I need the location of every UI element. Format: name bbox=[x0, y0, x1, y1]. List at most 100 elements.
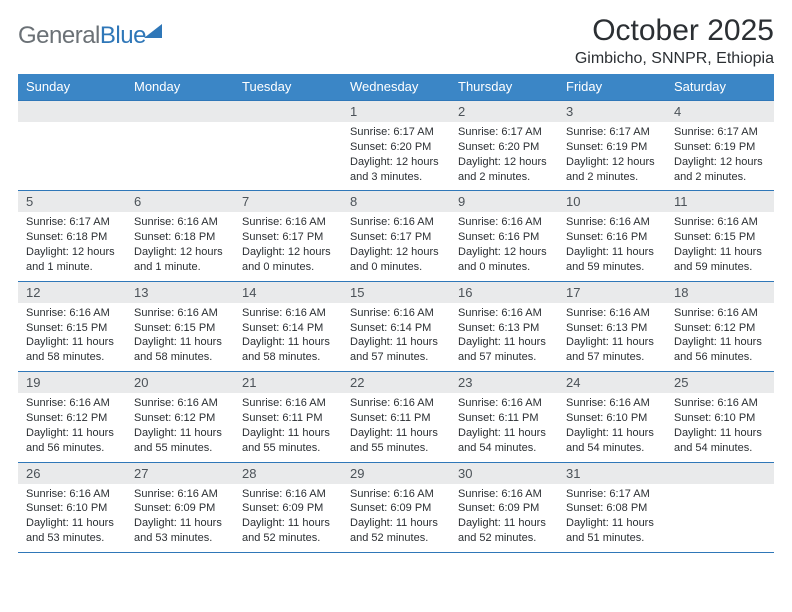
daylight-text: Daylight: 11 hours and 56 minutes. bbox=[674, 335, 768, 365]
day-number: 2 bbox=[450, 101, 558, 122]
day-details: Sunrise: 6:16 AMSunset: 6:16 PMDaylight:… bbox=[450, 212, 558, 280]
day-header: Saturday bbox=[666, 74, 774, 101]
day-cell: 29Sunrise: 6:16 AMSunset: 6:09 PMDayligh… bbox=[342, 462, 450, 552]
day-cell: 23Sunrise: 6:16 AMSunset: 6:11 PMDayligh… bbox=[450, 372, 558, 462]
day-cell: 15Sunrise: 6:16 AMSunset: 6:14 PMDayligh… bbox=[342, 281, 450, 371]
sunrise-text: Sunrise: 6:16 AM bbox=[458, 215, 552, 230]
day-details: Sunrise: 6:16 AMSunset: 6:11 PMDaylight:… bbox=[450, 393, 558, 461]
day-details: Sunrise: 6:17 AMSunset: 6:20 PMDaylight:… bbox=[342, 122, 450, 190]
day-number: 19 bbox=[18, 372, 126, 393]
day-number bbox=[666, 463, 774, 484]
sunset-text: Sunset: 6:08 PM bbox=[566, 501, 660, 516]
week-row: 12Sunrise: 6:16 AMSunset: 6:15 PMDayligh… bbox=[18, 281, 774, 371]
sunset-text: Sunset: 6:11 PM bbox=[350, 411, 444, 426]
daylight-text: Daylight: 12 hours and 2 minutes. bbox=[458, 155, 552, 185]
day-number: 16 bbox=[450, 282, 558, 303]
title-block: October 2025 Gimbicho, SNNPR, Ethiopia bbox=[575, 14, 774, 68]
daylight-text: Daylight: 11 hours and 55 minutes. bbox=[134, 426, 228, 456]
sunrise-text: Sunrise: 6:16 AM bbox=[566, 215, 660, 230]
daylight-text: Daylight: 11 hours and 58 minutes. bbox=[134, 335, 228, 365]
day-number: 30 bbox=[450, 463, 558, 484]
week-row: 19Sunrise: 6:16 AMSunset: 6:12 PMDayligh… bbox=[18, 372, 774, 462]
day-number: 5 bbox=[18, 191, 126, 212]
sunrise-text: Sunrise: 6:16 AM bbox=[458, 487, 552, 502]
day-number: 4 bbox=[666, 101, 774, 122]
sunrise-text: Sunrise: 6:16 AM bbox=[242, 215, 336, 230]
sunset-text: Sunset: 6:12 PM bbox=[26, 411, 120, 426]
day-number: 8 bbox=[342, 191, 450, 212]
sunset-text: Sunset: 6:09 PM bbox=[242, 501, 336, 516]
day-details bbox=[666, 484, 774, 546]
sunset-text: Sunset: 6:17 PM bbox=[242, 230, 336, 245]
day-cell: 12Sunrise: 6:16 AMSunset: 6:15 PMDayligh… bbox=[18, 281, 126, 371]
sunset-text: Sunset: 6:14 PM bbox=[350, 321, 444, 336]
sunrise-text: Sunrise: 6:16 AM bbox=[134, 215, 228, 230]
sunrise-text: Sunrise: 6:17 AM bbox=[566, 125, 660, 140]
sunset-text: Sunset: 6:09 PM bbox=[134, 501, 228, 516]
daylight-text: Daylight: 11 hours and 58 minutes. bbox=[242, 335, 336, 365]
sunset-text: Sunset: 6:11 PM bbox=[242, 411, 336, 426]
day-number: 12 bbox=[18, 282, 126, 303]
day-number: 3 bbox=[558, 101, 666, 122]
page-header: GeneralBlue October 2025 Gimbicho, SNNPR… bbox=[18, 14, 774, 68]
sunset-text: Sunset: 6:09 PM bbox=[458, 501, 552, 516]
sunrise-text: Sunrise: 6:16 AM bbox=[458, 396, 552, 411]
day-number: 25 bbox=[666, 372, 774, 393]
sunset-text: Sunset: 6:11 PM bbox=[458, 411, 552, 426]
day-details: Sunrise: 6:16 AMSunset: 6:10 PMDaylight:… bbox=[666, 393, 774, 461]
sunrise-text: Sunrise: 6:16 AM bbox=[134, 396, 228, 411]
day-details: Sunrise: 6:16 AMSunset: 6:12 PMDaylight:… bbox=[18, 393, 126, 461]
brand-logo: GeneralBlue bbox=[18, 14, 162, 50]
day-header: Wednesday bbox=[342, 74, 450, 101]
day-details: Sunrise: 6:16 AMSunset: 6:13 PMDaylight:… bbox=[558, 303, 666, 371]
daylight-text: Daylight: 12 hours and 0 minutes. bbox=[242, 245, 336, 275]
sunrise-text: Sunrise: 6:17 AM bbox=[26, 215, 120, 230]
day-details: Sunrise: 6:16 AMSunset: 6:10 PMDaylight:… bbox=[558, 393, 666, 461]
day-cell: 1Sunrise: 6:17 AMSunset: 6:20 PMDaylight… bbox=[342, 101, 450, 191]
day-number bbox=[126, 101, 234, 122]
day-details: Sunrise: 6:16 AMSunset: 6:18 PMDaylight:… bbox=[126, 212, 234, 280]
day-header: Friday bbox=[558, 74, 666, 101]
calendar-table: Sunday Monday Tuesday Wednesday Thursday… bbox=[18, 74, 774, 553]
sunrise-text: Sunrise: 6:16 AM bbox=[458, 306, 552, 321]
sunrise-text: Sunrise: 6:16 AM bbox=[242, 396, 336, 411]
day-number: 6 bbox=[126, 191, 234, 212]
day-cell bbox=[666, 462, 774, 552]
daylight-text: Daylight: 12 hours and 1 minute. bbox=[134, 245, 228, 275]
daylight-text: Daylight: 11 hours and 59 minutes. bbox=[566, 245, 660, 275]
day-cell: 13Sunrise: 6:16 AMSunset: 6:15 PMDayligh… bbox=[126, 281, 234, 371]
sunrise-text: Sunrise: 6:16 AM bbox=[566, 396, 660, 411]
sunset-text: Sunset: 6:16 PM bbox=[458, 230, 552, 245]
sunrise-text: Sunrise: 6:17 AM bbox=[674, 125, 768, 140]
sunrise-text: Sunrise: 6:16 AM bbox=[242, 306, 336, 321]
day-header: Monday bbox=[126, 74, 234, 101]
day-number: 18 bbox=[666, 282, 774, 303]
daylight-text: Daylight: 11 hours and 51 minutes. bbox=[566, 516, 660, 546]
daylight-text: Daylight: 12 hours and 3 minutes. bbox=[350, 155, 444, 185]
daylight-text: Daylight: 11 hours and 54 minutes. bbox=[458, 426, 552, 456]
brand-name: GeneralBlue bbox=[18, 22, 146, 50]
day-cell: 31Sunrise: 6:17 AMSunset: 6:08 PMDayligh… bbox=[558, 462, 666, 552]
sunset-text: Sunset: 6:16 PM bbox=[566, 230, 660, 245]
day-cell: 17Sunrise: 6:16 AMSunset: 6:13 PMDayligh… bbox=[558, 281, 666, 371]
day-cell: 16Sunrise: 6:16 AMSunset: 6:13 PMDayligh… bbox=[450, 281, 558, 371]
day-details: Sunrise: 6:17 AMSunset: 6:19 PMDaylight:… bbox=[558, 122, 666, 190]
day-cell: 30Sunrise: 6:16 AMSunset: 6:09 PMDayligh… bbox=[450, 462, 558, 552]
sunrise-text: Sunrise: 6:16 AM bbox=[26, 487, 120, 502]
sunrise-text: Sunrise: 6:16 AM bbox=[350, 487, 444, 502]
day-details: Sunrise: 6:16 AMSunset: 6:14 PMDaylight:… bbox=[234, 303, 342, 371]
sunset-text: Sunset: 6:19 PM bbox=[566, 140, 660, 155]
day-number: 29 bbox=[342, 463, 450, 484]
daylight-text: Daylight: 11 hours and 59 minutes. bbox=[674, 245, 768, 275]
brand-name-part2: Blue bbox=[100, 22, 146, 49]
day-number: 23 bbox=[450, 372, 558, 393]
day-cell: 9Sunrise: 6:16 AMSunset: 6:16 PMDaylight… bbox=[450, 191, 558, 281]
day-header: Thursday bbox=[450, 74, 558, 101]
brand-name-part1: General bbox=[18, 22, 100, 49]
day-cell: 14Sunrise: 6:16 AMSunset: 6:14 PMDayligh… bbox=[234, 281, 342, 371]
sunset-text: Sunset: 6:18 PM bbox=[26, 230, 120, 245]
day-number: 22 bbox=[342, 372, 450, 393]
day-details: Sunrise: 6:16 AMSunset: 6:11 PMDaylight:… bbox=[342, 393, 450, 461]
daylight-text: Daylight: 11 hours and 52 minutes. bbox=[242, 516, 336, 546]
day-details: Sunrise: 6:16 AMSunset: 6:09 PMDaylight:… bbox=[450, 484, 558, 552]
